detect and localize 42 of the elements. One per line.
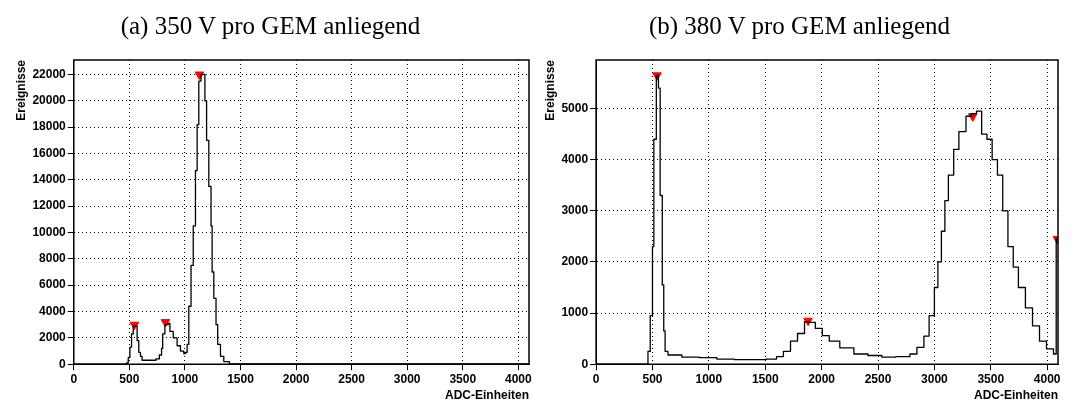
y-tick-label: 8000 — [39, 251, 67, 266]
x-axis-title: ADC-Einheiten — [445, 388, 529, 403]
y-tick-label: 3000 — [561, 203, 589, 218]
x-tick-label: 1500 — [751, 371, 779, 386]
y-tick-label: 0 — [59, 356, 67, 371]
y-tick-label: 20000 — [32, 93, 67, 108]
y-tick-label: 12000 — [32, 198, 67, 213]
y-tick-label: 14000 — [32, 172, 67, 187]
x-tick-label: 0 — [70, 371, 78, 386]
y-tick-label: 2000 — [39, 330, 67, 345]
y-tick-label: 10000 — [32, 224, 67, 239]
y-axis-title: Ereignisse — [13, 59, 28, 121]
x-tick-label: 2500 — [864, 371, 892, 386]
x-tick-label: 500 — [642, 371, 663, 386]
chart-title: (a) 350 V pro GEM anliegend — [120, 11, 421, 40]
x-tick-label: 1000 — [171, 371, 199, 386]
x-tick-label: 4000 — [504, 371, 532, 386]
x-tick-label: 1500 — [227, 371, 255, 386]
x-tick-label: 2000 — [808, 371, 836, 386]
y-tick-label: 5000 — [561, 100, 589, 115]
x-tick-label: 4000 — [1033, 371, 1061, 386]
x-tick-label: 1000 — [695, 371, 723, 386]
y-tick-label: 22000 — [32, 66, 67, 81]
y-tick-label: 0 — [581, 356, 589, 371]
y-tick-label: 1000 — [561, 305, 589, 320]
y-tick-label: 18000 — [32, 119, 67, 134]
x-tick-label: 3500 — [449, 371, 477, 386]
y-tick-label: 16000 — [32, 145, 67, 160]
y-tick-label: 6000 — [39, 277, 67, 292]
x-tick-label: 0 — [592, 371, 600, 386]
x-tick-label: 3000 — [921, 371, 949, 386]
y-axis-title: Ereignisse — [542, 59, 557, 121]
x-tick-label: 3500 — [977, 371, 1005, 386]
y-tick-label: 4000 — [561, 152, 589, 167]
x-tick-label: 2500 — [338, 371, 366, 386]
x-axis-title: ADC-Einheiten — [974, 388, 1058, 403]
y-tick-label: 2000 — [561, 254, 589, 269]
x-tick-label: 2000 — [282, 371, 310, 386]
y-tick-label: 4000 — [39, 303, 67, 318]
chart-title: (b) 380 V pro GEM anliegend — [648, 11, 951, 40]
x-tick-label: 500 — [119, 371, 140, 386]
x-tick-label: 3000 — [393, 371, 421, 386]
